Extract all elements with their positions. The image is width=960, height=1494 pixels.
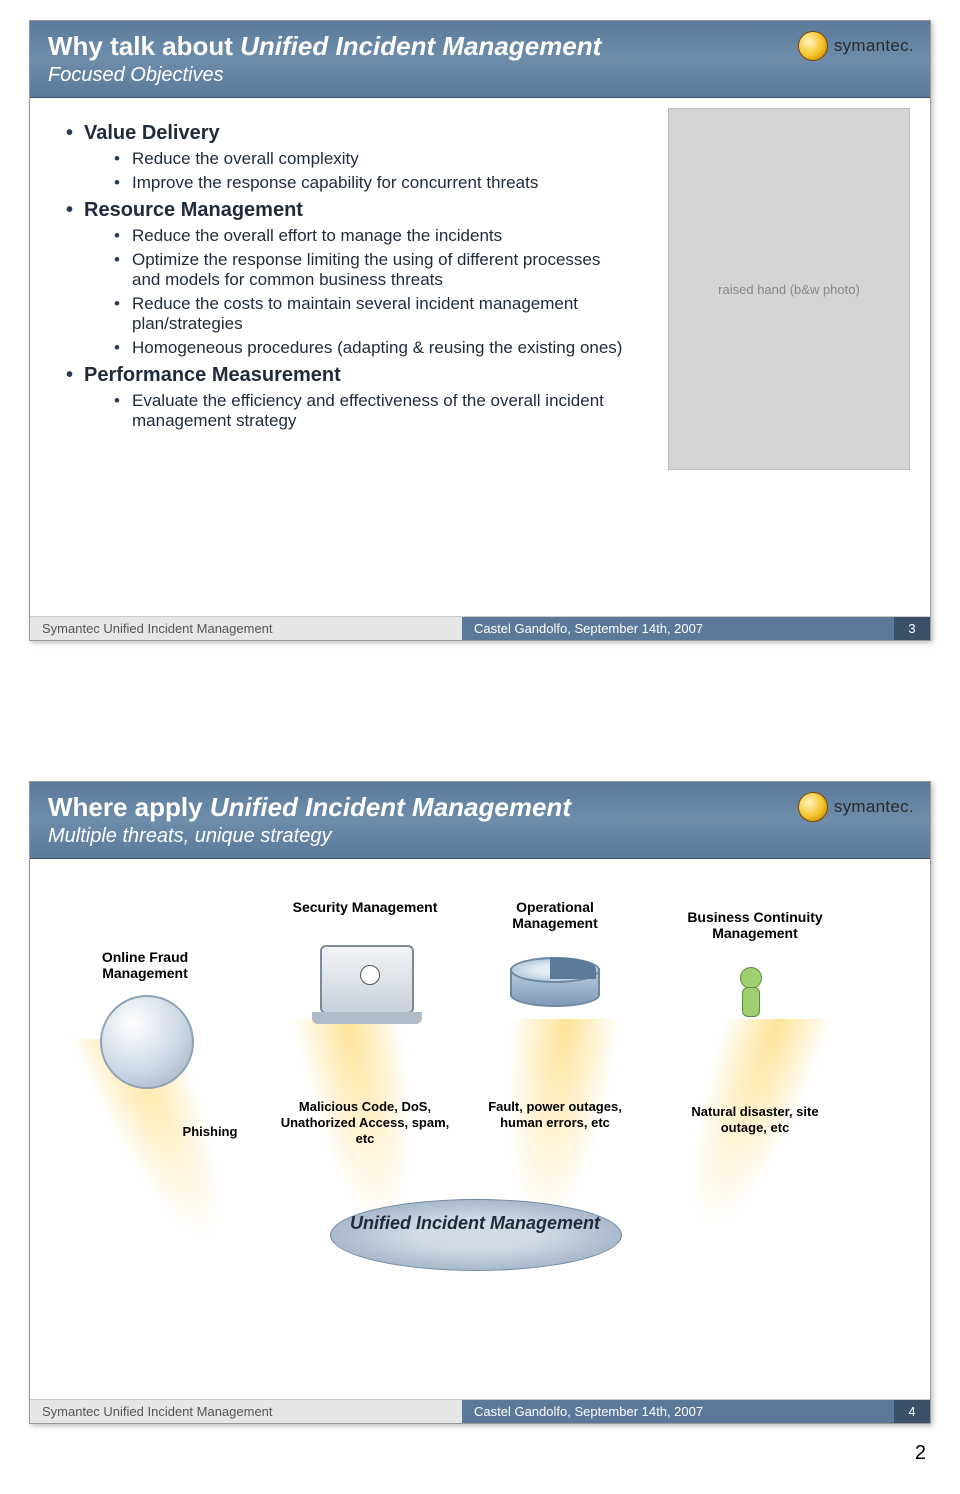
col2-threat: Malicious Code, DoS, Unathorized Access,…	[280, 1099, 450, 1146]
bullet-value-delivery: Value Delivery	[84, 122, 624, 145]
slide1-header: symantec. Why talk about Unified Inciden…	[30, 21, 930, 98]
slide1-subtitle: Focused Objectives	[48, 64, 912, 87]
brand-logo-2: symantec.	[798, 792, 914, 822]
page-number: 2	[0, 1424, 960, 1483]
laptop-icon	[320, 939, 414, 1014]
brand-logo-text: symantec.	[834, 797, 914, 817]
slide2-title: Where apply Unified Incident Management	[48, 792, 912, 823]
slide2-subtitle: Multiple threats, unique strategy	[48, 825, 912, 848]
bullet-homogeneous: Homogeneous procedures (adapting & reusi…	[132, 338, 624, 358]
bullet-reduce-effort: Reduce the overall effort to manage the …	[132, 226, 624, 246]
brand-logo-text: symantec.	[834, 36, 914, 56]
slide2-body: Online Fraud Management Phishing Securit…	[30, 859, 930, 1399]
bullet-resource-mgmt: Resource Management	[84, 199, 624, 222]
slide2-title-italic: Unified Incident Management	[210, 792, 571, 822]
uim-hub: Unified Incident Management	[330, 1199, 620, 1271]
slide1-bullets: Value Delivery Reduce the overall comple…	[58, 122, 624, 431]
footer-mid: Castel Gandolfo, September 14th, 2007	[462, 1400, 894, 1423]
bullet-reduce-costs: Reduce the costs to maintain several inc…	[132, 294, 624, 334]
uim-diagram: Online Fraud Management Phishing Securit…	[70, 899, 890, 1369]
col4-threat: Natural disaster, site outage, etc	[670, 1104, 840, 1135]
brand-logo-icon	[798, 31, 828, 61]
slide2-number: 4	[894, 1400, 930, 1423]
footer-left: Symantec Unified Incident Management	[30, 617, 462, 640]
col4-label: Business Continuity Management	[675, 909, 835, 941]
uim-hub-label: Unified Incident Management	[330, 1213, 620, 1234]
slide2-title-plain: Where apply	[48, 792, 210, 822]
footer-mid: Castel Gandolfo, September 14th, 2007	[462, 617, 894, 640]
hand-photo: raised hand (b&w photo)	[668, 108, 910, 470]
slide1-title-plain: Why talk about	[48, 31, 240, 61]
bullet-improve-response: Improve the response capability for conc…	[132, 173, 624, 193]
slide-1: symantec. Why talk about Unified Inciden…	[29, 20, 931, 641]
slide1-number: 3	[894, 617, 930, 640]
bullet-evaluate: Evaluate the efficiency and effectivenes…	[132, 391, 624, 431]
bullet-optimize-response: Optimize the response limiting the using…	[132, 250, 624, 290]
col2-label: Security Management	[290, 899, 440, 915]
col3-threat: Fault, power outages, human errors, etc	[480, 1099, 630, 1130]
brand-logo: symantec.	[798, 31, 914, 61]
slide1-title: Why talk about Unified Incident Manageme…	[48, 31, 912, 62]
col1-threat: Phishing	[145, 1124, 275, 1140]
cylinder-icon	[510, 945, 600, 1007]
col3-label: Operational Management	[480, 899, 630, 931]
slide1-body: raised hand (b&w photo) Value Delivery R…	[30, 98, 930, 616]
col1-label: Online Fraud Management	[70, 949, 220, 981]
brand-logo-icon	[798, 792, 828, 822]
person-icon	[710, 959, 790, 1045]
slide1-footer: Symantec Unified Incident Management Cas…	[30, 616, 930, 640]
slide1-title-italic: Unified Incident Management	[240, 31, 601, 61]
slide2-footer: Symantec Unified Incident Management Cas…	[30, 1399, 930, 1423]
slide-2: symantec. Where apply Unified Incident M…	[29, 781, 931, 1424]
bullet-reduce-complexity: Reduce the overall complexity	[132, 149, 624, 169]
footer-left: Symantec Unified Incident Management	[30, 1400, 462, 1423]
globe-icon	[100, 989, 194, 1089]
bullet-perf-measure: Performance Measurement	[84, 364, 624, 387]
slide2-header: symantec. Where apply Unified Incident M…	[30, 782, 930, 859]
